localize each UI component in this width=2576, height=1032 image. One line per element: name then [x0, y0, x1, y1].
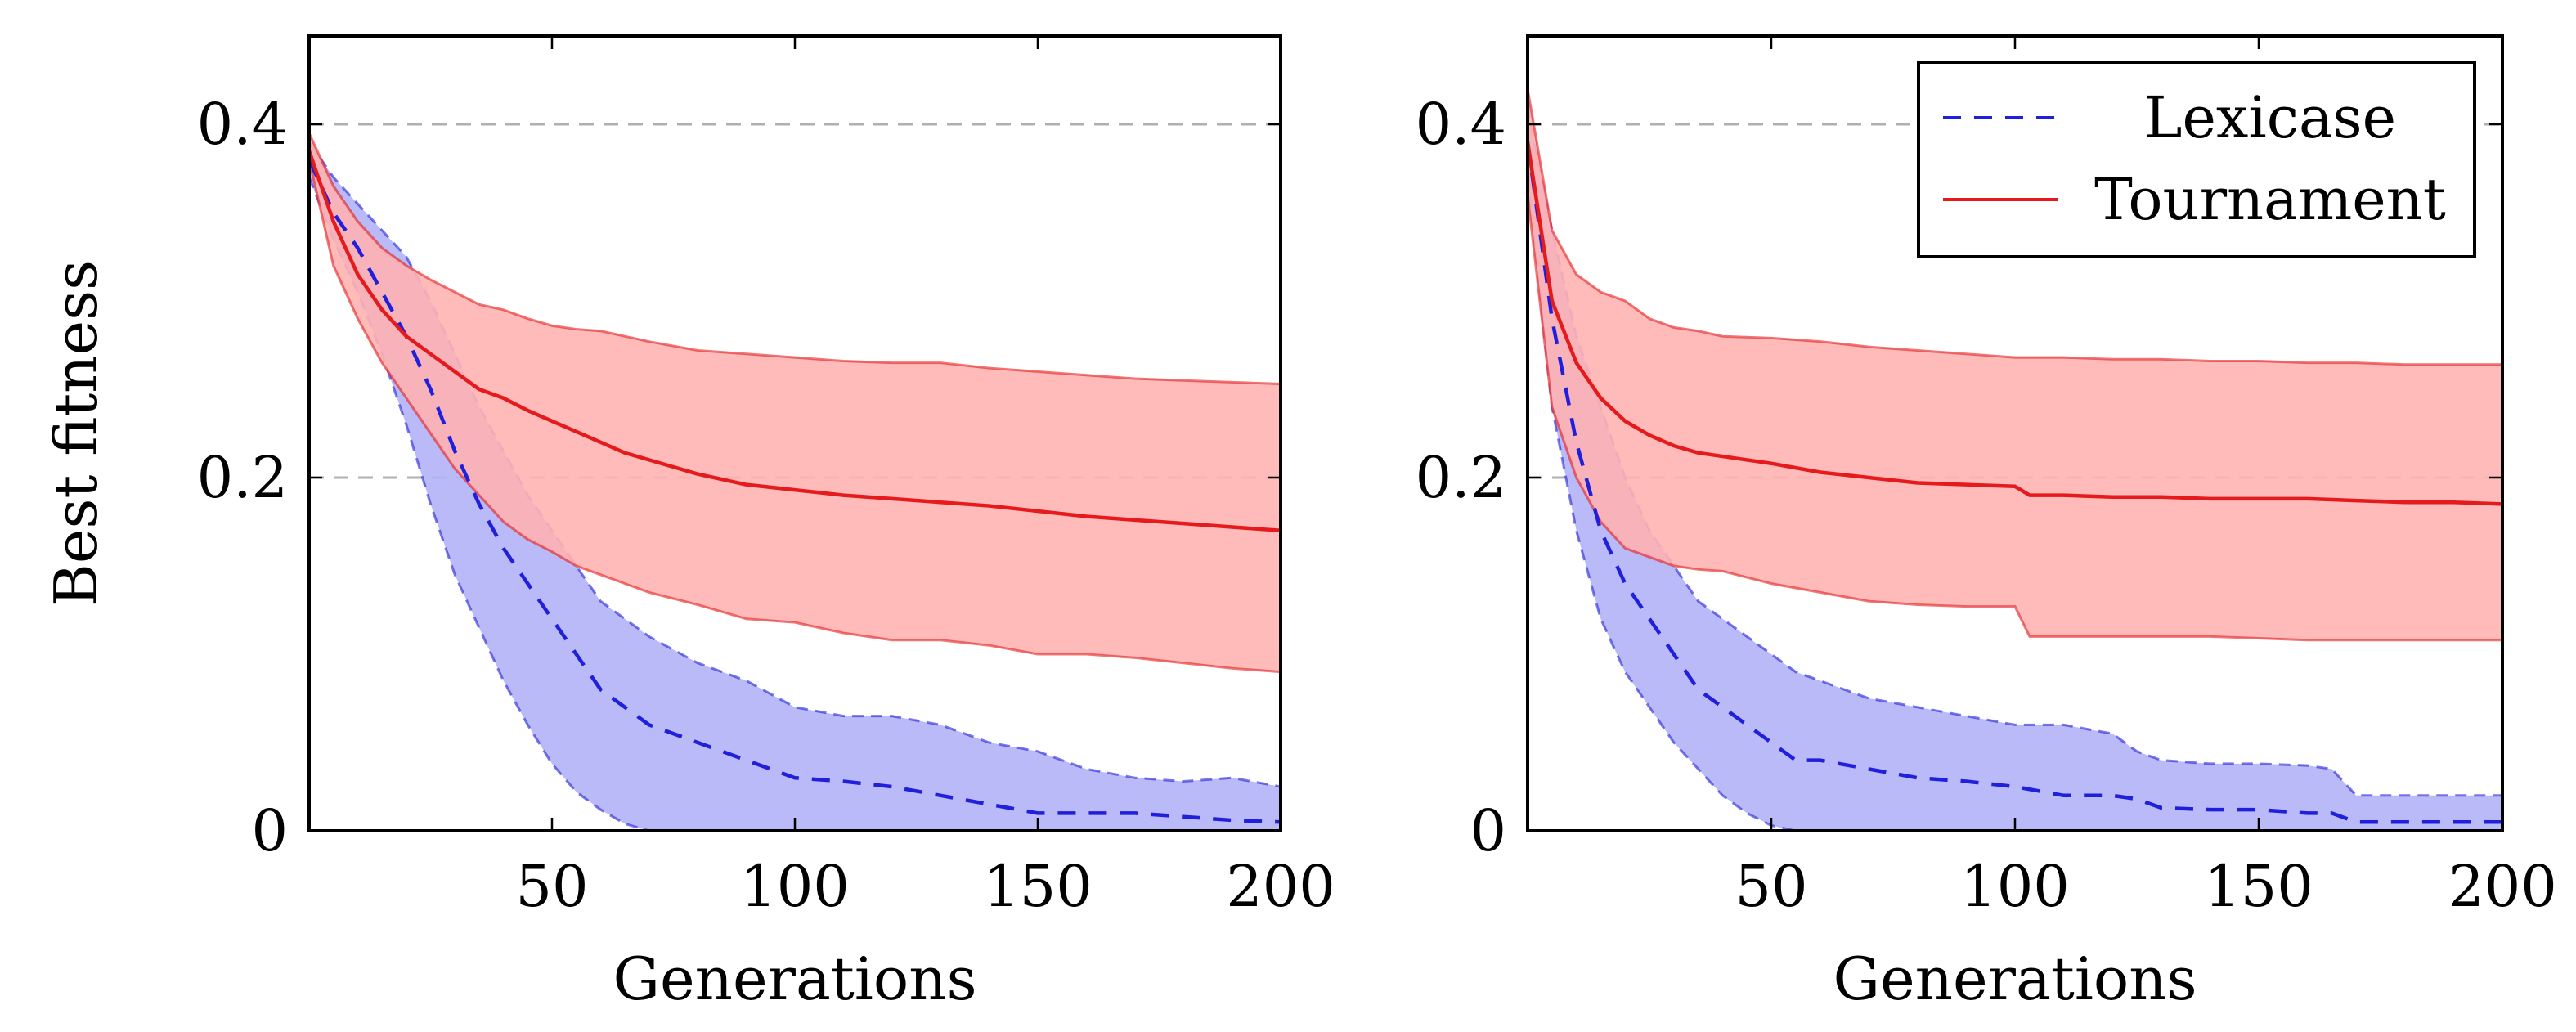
band-lower-edge-lexicase	[309, 177, 1281, 831]
x-tick-label: 150	[983, 853, 1093, 920]
series-line-tournament	[309, 150, 1281, 533]
legend-box	[1917, 61, 2476, 258]
x-tick-label: 200	[1226, 853, 1335, 920]
legend-label-lexicase: Lexicase	[2144, 84, 2396, 151]
band-lower-edge-lexicase	[1528, 177, 2502, 831]
x-axis-label: Generations	[613, 945, 976, 1013]
x-axis-label: Generations	[1833, 945, 2197, 1013]
series-line-tournament	[1528, 141, 2502, 506]
y-tick-label: 0.2	[1416, 444, 1506, 511]
x-tick-label: 50	[1735, 853, 1807, 920]
band-upper-edge-tournament	[1528, 88, 2502, 366]
band-lexicase	[309, 141, 1281, 831]
x-tick-label: 50	[515, 853, 588, 920]
x-tick-label: 100	[740, 853, 850, 920]
y-axis-label: Best fitness	[42, 260, 110, 607]
band-lower-edge-tournament	[1528, 195, 2502, 642]
x-tick-label: 150	[2204, 853, 2313, 920]
legend: Lexicase Tournament	[1917, 61, 2476, 258]
series-line-lexicase	[309, 159, 1281, 824]
band-tournament	[1528, 88, 2502, 640]
chart-panel-right: 50 100 150 200 0 0.2 0.4 Generations Lexicase Tou…	[1416, 34, 2557, 1013]
plot-area-right	[1528, 88, 2502, 831]
chart-panel-left: 50 100 150 200 0 0.2 0.4 Generations Best fitnes…	[42, 34, 1335, 1013]
y-tick-label: 0	[1470, 797, 1506, 864]
band-tournament	[309, 132, 1281, 672]
y-tick-label: 0.4	[1416, 91, 1506, 158]
y-tick-label: 0	[251, 797, 288, 864]
legend-label-tournament: Tournament	[2094, 166, 2446, 233]
y-tick-label: 0.4	[197, 91, 288, 158]
y-tick-label: 0.2	[197, 444, 288, 511]
series-line-lexicase	[1528, 141, 2502, 824]
x-tick-label: 200	[2448, 853, 2557, 920]
x-tick-label: 100	[1960, 853, 2070, 920]
plot-area-left	[309, 132, 1281, 831]
band-upper-edge-tournament	[309, 132, 1281, 386]
band-lower-edge-tournament	[309, 159, 1281, 674]
